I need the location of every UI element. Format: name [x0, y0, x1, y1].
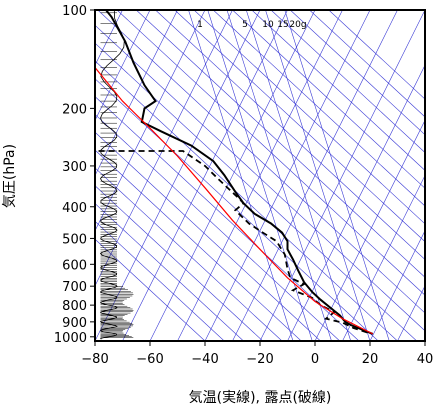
isotherm-line	[204, 10, 371, 341]
mixing-ratio-label: 5	[242, 20, 248, 30]
adiabat-line	[116, 10, 425, 296]
wind-barb-staff	[99, 10, 125, 340]
y-tick-label: 600	[62, 258, 87, 273]
y-tick-label: 100	[62, 4, 87, 19]
wind-barbs	[99, 10, 134, 340]
adiabat-line	[97, 10, 425, 314]
isotherm-line	[95, 10, 178, 177]
isotherm-line	[287, 64, 425, 341]
adiabat-line	[95, 42, 417, 341]
y-tick-label: 700	[62, 280, 87, 295]
adiabat-line	[95, 60, 398, 341]
y-tick-label: 200	[62, 102, 87, 117]
adiabat-line	[95, 220, 225, 341]
adiabat-line	[251, 10, 425, 171]
adiabat-line	[309, 10, 425, 118]
mixing-ratio-line	[207, 10, 313, 341]
mixing-ratio-line	[284, 10, 390, 341]
x-tick-label: −20	[246, 352, 273, 367]
profile-series	[95, 10, 374, 335]
adiabat-line	[95, 167, 283, 341]
y-axis-label: 気圧(hPa)	[2, 144, 18, 208]
adiabat-line	[95, 24, 425, 332]
isotherm-line	[149, 10, 316, 341]
adiabat-line	[95, 96, 360, 341]
adiabat-line	[95, 131, 321, 341]
adiabat-line	[95, 203, 244, 341]
x-axis-ticks: −80 −60 −40 −20 0 20 40	[81, 341, 433, 367]
mixing-ratio-label: 15	[277, 20, 288, 30]
adiabat-line	[193, 10, 425, 225]
isotherm-line	[314, 119, 425, 341]
mixing-ratio-line	[245, 10, 352, 341]
mixing-ratio-line	[226, 10, 332, 341]
adiabat-line	[270, 10, 425, 153]
isotherm-line	[397, 285, 425, 341]
dewpoint-line	[95, 150, 368, 334]
x-tick-label: −80	[81, 352, 108, 367]
adiabat-line	[174, 10, 425, 243]
adiabat-line	[95, 185, 263, 341]
x-tick-label: 20	[362, 352, 379, 367]
adiabat-line	[95, 238, 206, 341]
adiabat-line	[136, 10, 425, 278]
isotherm-line	[95, 10, 233, 287]
isotherm-line	[122, 10, 288, 341]
mixing-ratio-line	[265, 10, 371, 341]
y-tick-label: 500	[62, 232, 87, 247]
mixing-ratio-label: 1	[197, 20, 203, 30]
isotherm-line	[259, 10, 425, 341]
adiabat-line	[290, 10, 425, 136]
y-tick-label: 300	[62, 160, 87, 175]
adiabat-line	[95, 113, 340, 341]
mixing-ratio-label: 20g	[289, 20, 306, 30]
adiabat-line	[155, 10, 425, 260]
mixing-ratio-labels: 1 5 10 15 20g	[197, 20, 306, 30]
mixing-ratio-line	[188, 10, 294, 341]
y-tick-label: 400	[62, 201, 87, 216]
isotherm-line	[95, 10, 151, 122]
adiabat-line	[95, 149, 302, 341]
adiabat-line	[328, 10, 425, 100]
temperature-line	[105, 10, 374, 335]
y-tick-label: 1000	[54, 331, 87, 346]
y-tick-label: 800	[62, 299, 87, 314]
isotherm-line	[369, 229, 425, 341]
isotherm-line	[342, 174, 425, 341]
adiabat-line	[213, 10, 425, 207]
x-tick-label: −60	[136, 352, 163, 367]
adiabat-line	[232, 10, 425, 189]
isotherm-line	[95, 10, 261, 341]
mixing-ratio-label: 10	[262, 20, 274, 30]
x-tick-label: 0	[311, 352, 319, 367]
x-tick-label: 40	[417, 352, 434, 367]
x-axis-label: 気温(実線), 露点(破線)	[189, 390, 332, 406]
background-isolines	[95, 10, 425, 341]
x-tick-label: −40	[191, 352, 218, 367]
adiabat-line	[95, 78, 379, 341]
isotherm-line	[424, 340, 425, 341]
parcel-path-line	[95, 66, 374, 335]
y-tick-label: 900	[62, 316, 87, 331]
